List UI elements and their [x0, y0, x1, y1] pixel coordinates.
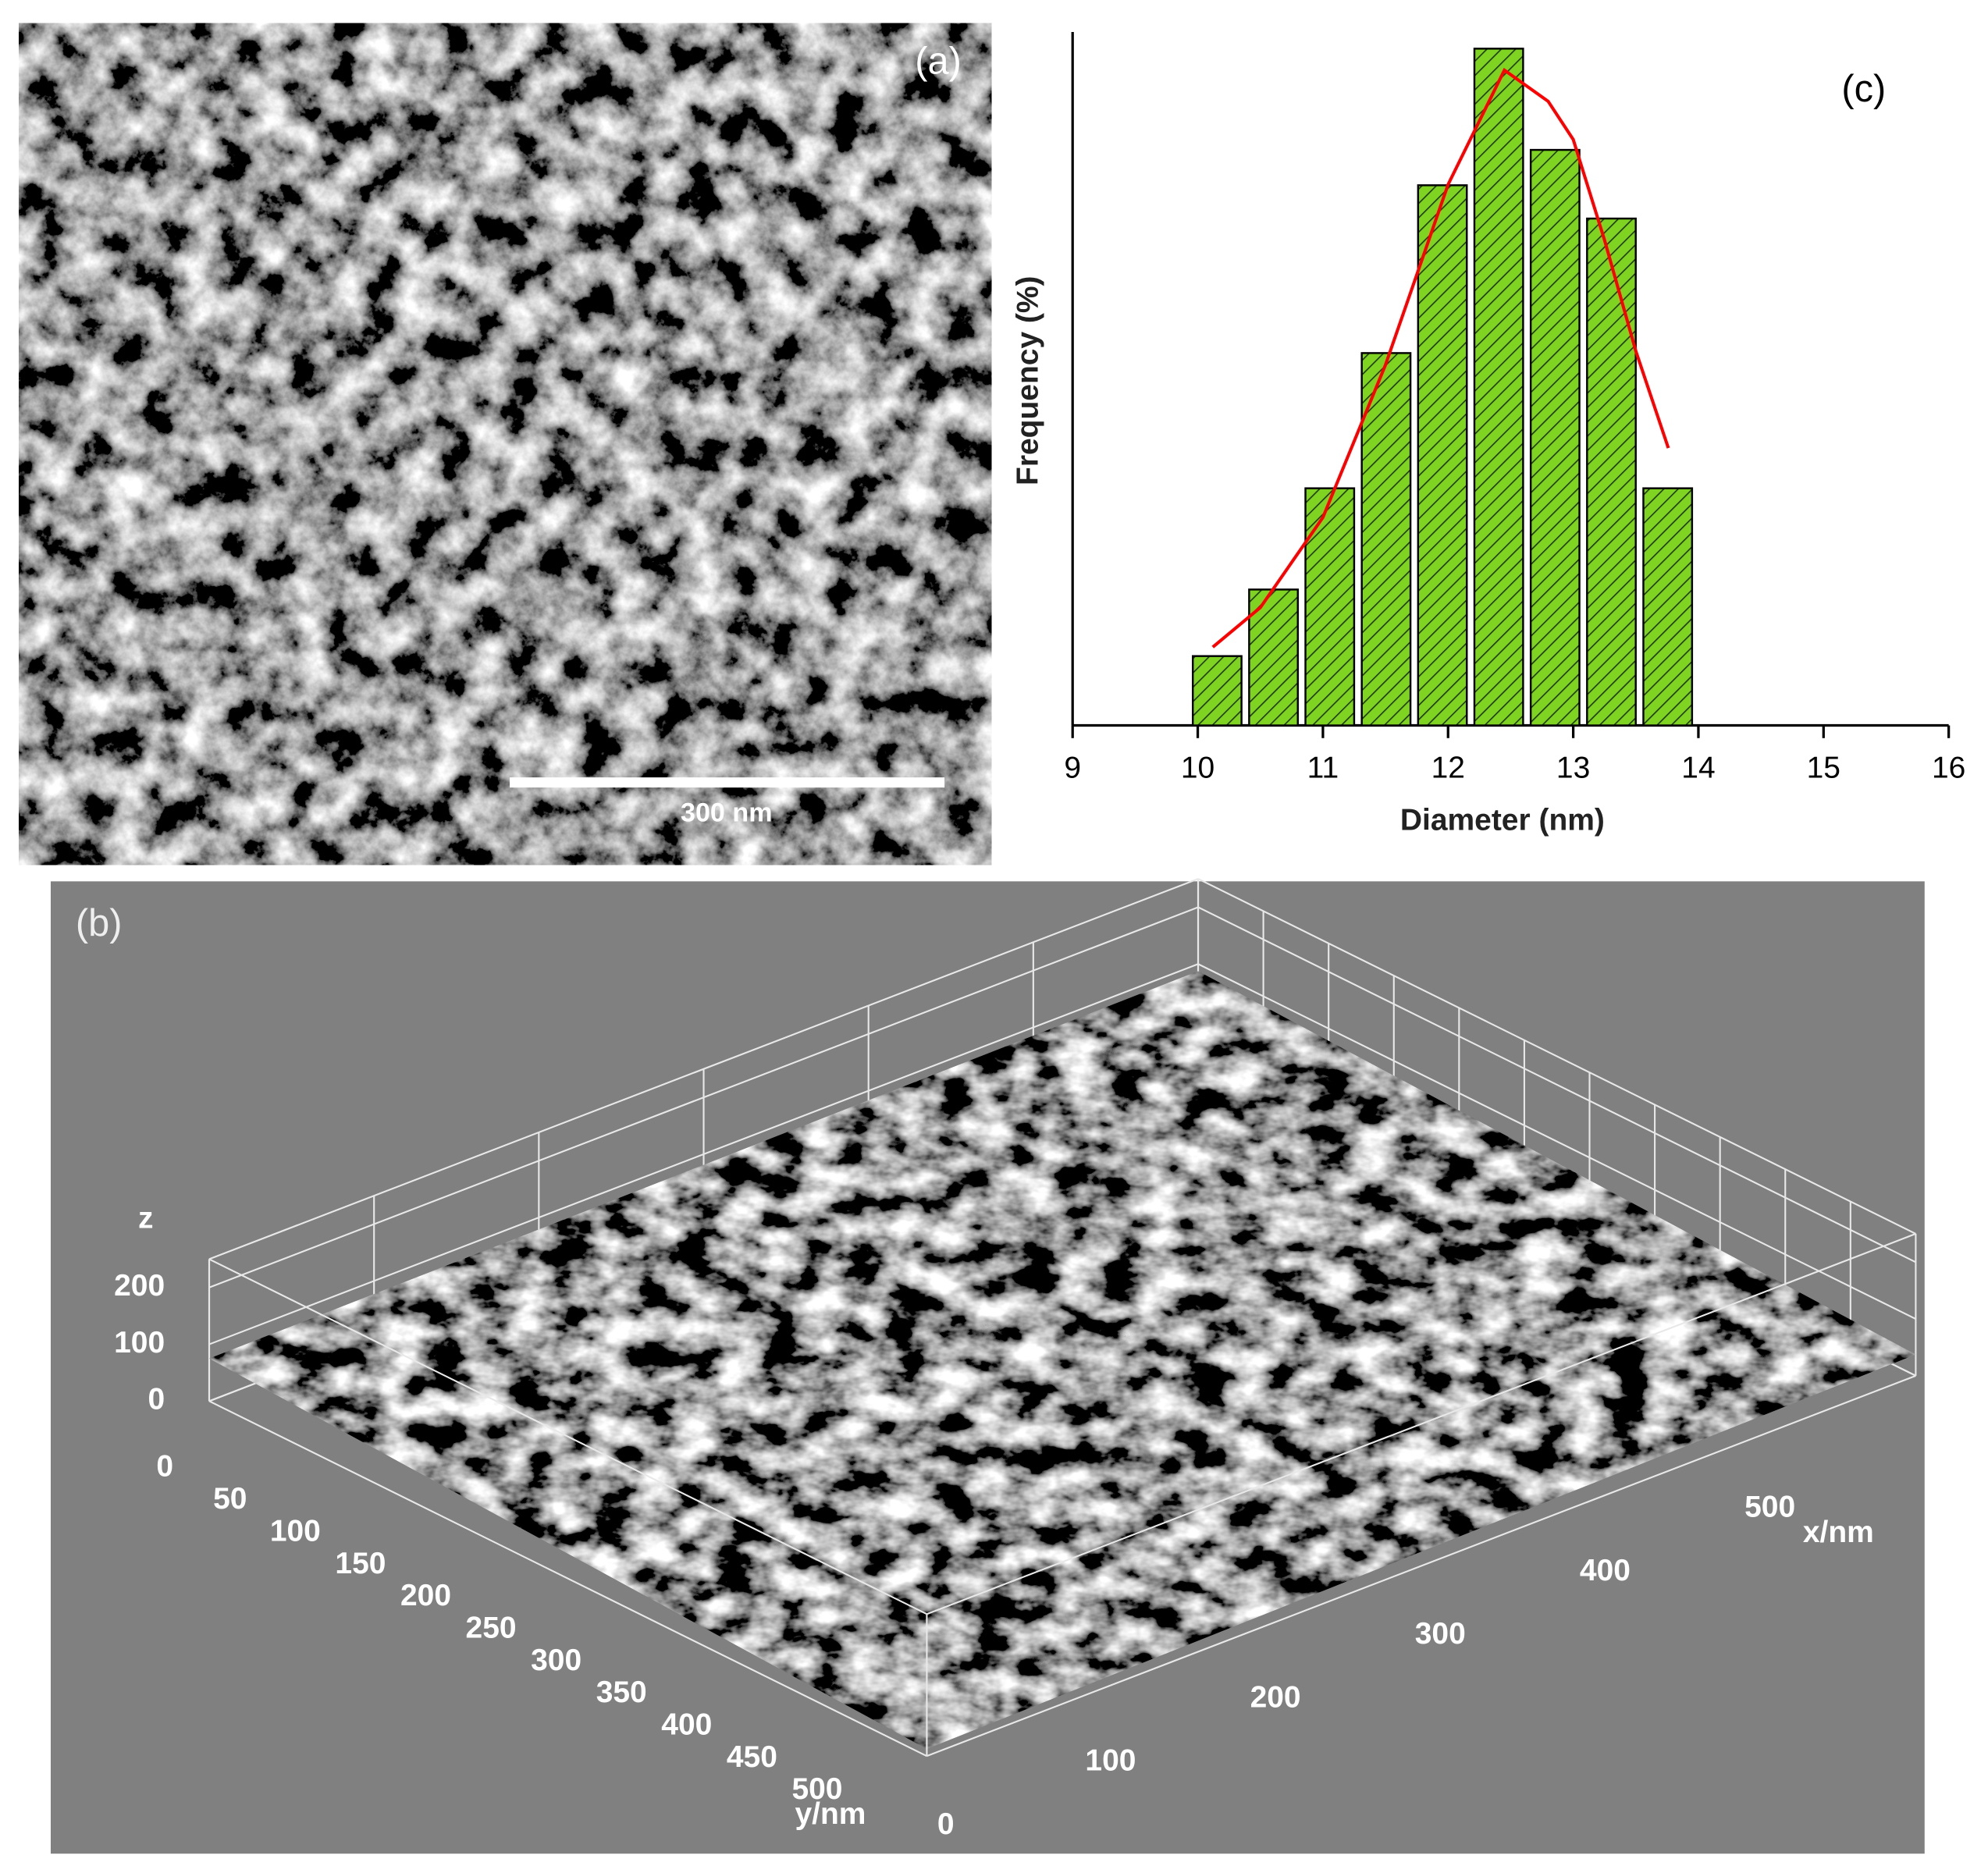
panel-label: (a): [915, 41, 962, 83]
x-tick-label: 14: [1681, 752, 1715, 785]
grid-line: [208, 963, 1199, 1345]
box-edge: [1197, 878, 1916, 1235]
x-axis-title: Diameter (nm): [1400, 803, 1605, 837]
bar: [1586, 217, 1637, 727]
x-tick-label: 16: [1932, 752, 1965, 785]
x-tick-label: 300: [1415, 1617, 1466, 1651]
bar: [1191, 655, 1243, 727]
y-tick-label: 0: [156, 1450, 173, 1484]
bar: [1473, 48, 1524, 727]
bar: [1304, 487, 1356, 727]
box-edge: [208, 1400, 927, 1757]
grid-line: [1197, 963, 1916, 1320]
y-axis-title: y/nm: [795, 1797, 866, 1831]
x-axis-title: x/nm: [1803, 1516, 1874, 1549]
z-tick-label: 0: [148, 1383, 165, 1416]
x-tick-label: 500: [1744, 1491, 1795, 1524]
box-edge: [926, 1374, 1916, 1757]
panel-label: (c): [1841, 68, 1886, 110]
y-tick-label: 450: [727, 1740, 777, 1774]
z-axis-title: z: [138, 1201, 153, 1235]
x-tick-label: 12: [1431, 752, 1465, 785]
fit-curve: [1211, 67, 1670, 649]
x-tick-label: 400: [1580, 1554, 1631, 1587]
bar: [1529, 148, 1581, 727]
bar: [1360, 352, 1412, 727]
grid-line: [208, 906, 1199, 1288]
panel-label: (b): [76, 902, 123, 944]
x-tick-label: 11: [1307, 752, 1339, 785]
bar: [1248, 588, 1299, 727]
x-tick-label: 10: [1181, 752, 1214, 785]
y-tick-label: 400: [661, 1708, 712, 1741]
grid-line: [1197, 906, 1916, 1263]
box-edge: [926, 1232, 1916, 1615]
y-axis-title: Frequency (%): [1011, 275, 1044, 485]
bar: [1417, 184, 1468, 727]
x-tick-label: 13: [1556, 752, 1590, 785]
y-tick-label: 200: [400, 1579, 451, 1612]
histogram: 9 10 11 12 13 14 15 16: [1064, 48, 1965, 785]
scale-bar-label: 300 nm: [681, 798, 773, 827]
box-edge: [208, 1258, 927, 1615]
z-tick-label: 100: [114, 1326, 165, 1359]
sem-image: [19, 23, 992, 865]
y-tick-label: 150: [335, 1547, 386, 1580]
z-tick-label: 200: [114, 1269, 165, 1303]
y-tick-label: 50: [213, 1482, 247, 1516]
bar: [1642, 487, 1694, 727]
y-tick-label: 300: [531, 1644, 581, 1677]
x-tick-label: 100: [1085, 1744, 1136, 1778]
x-tick-label: 0: [937, 1807, 955, 1841]
y-tick-label: 350: [596, 1676, 647, 1709]
y-tick-label: 250: [466, 1611, 517, 1644]
x-tick-label: 200: [1250, 1680, 1301, 1714]
y-tick-label: 100: [270, 1514, 321, 1548]
x-tick-label: 9: [1064, 752, 1081, 785]
y-tick-label: 500: [791, 1772, 842, 1806]
x-tick-label: 15: [1807, 752, 1840, 785]
